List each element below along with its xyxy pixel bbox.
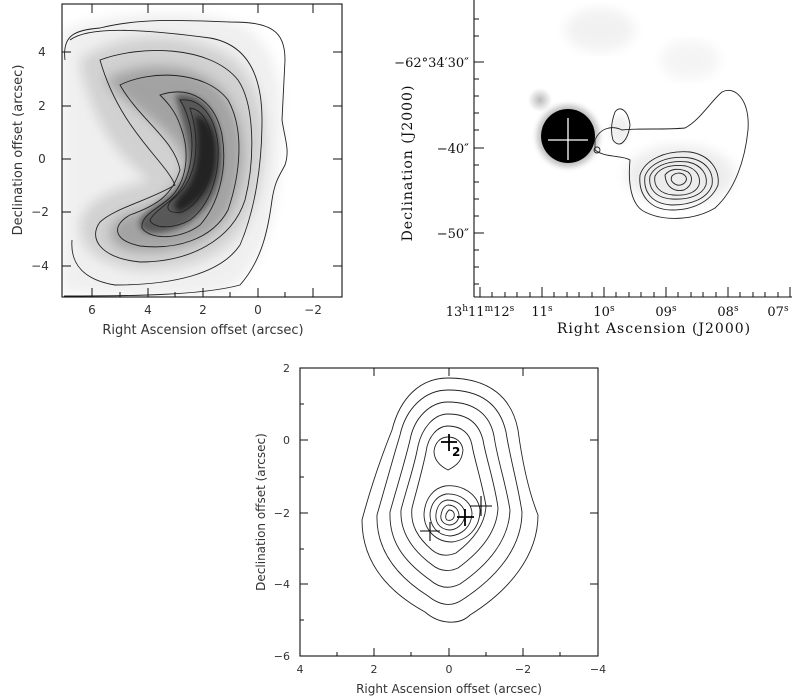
y-tick-label: −2 (274, 507, 290, 520)
x-tick-label: −2 (304, 303, 322, 317)
y-axis-ticks-bottom: 2 0 −2 −4 −6 (274, 362, 598, 663)
contours-bottom (361, 377, 539, 623)
y-tick-label: 4 (38, 45, 46, 59)
x-tick-label: 2 (371, 663, 378, 676)
contours-top-left (63, 19, 288, 297)
x-tick-label-first: 13h11m12s (446, 304, 515, 320)
y-tick-label: −62°34′30″ (394, 56, 469, 71)
x-tick-label: 09s (655, 304, 677, 320)
x-axis-label-top-right: Right Ascension (J2000) (557, 321, 751, 337)
y-axis-label-top-left: Declination offset (arcsec) (11, 65, 26, 236)
y-axis-label-top-right: Declination (J2000) (400, 85, 416, 242)
plot-frame-top-left (61, 3, 343, 298)
x-tick-label: 2 (199, 303, 207, 317)
x-tick-label: 10s (593, 304, 615, 320)
x-tick-label: −4 (590, 663, 606, 676)
y-axis-label-bottom: Declination offset (arcsec) (254, 433, 268, 591)
x-tick-label: 4 (297, 663, 304, 676)
x-axis-ticks-top-left: 6 4 2 0 −2 (88, 4, 322, 317)
source-markers-bottom: 2 (420, 434, 492, 541)
panel-top-right: −62°34′30″ −40″ −50″ 13h11m12s 11s 10s 0… (394, 0, 792, 337)
grayscale-image-top-left (62, 12, 283, 296)
grayscale-image-top-right (528, 8, 735, 205)
panel-bottom: 2 4 2 0 −2 −4 (254, 362, 606, 696)
x-axis-label-top-left: Right Ascension offset (arcsec) (102, 323, 303, 338)
y-tick-label: −6 (274, 650, 290, 663)
x-axis-ticks-top-right: 13h11m12s 11s 10s 09s 08s 07s (446, 287, 791, 320)
x-tick-label: 08s (717, 304, 739, 320)
y-axis-ticks-top-left: 4 2 0 −2 −4 (31, 45, 342, 273)
source-marker-label: 2 (452, 445, 460, 459)
x-tick-label: 6 (88, 303, 96, 317)
y-tick-label: 0 (283, 434, 290, 447)
x-tick-label: 0 (446, 663, 453, 676)
y-axis-ticks-top-right: −62°34′30″ −40″ −50″ (394, 18, 484, 285)
y-tick-label: 2 (38, 99, 46, 113)
y-tick-label: −4 (274, 578, 290, 591)
y-tick-label: −50″ (437, 227, 469, 242)
x-tick-label: 07s (767, 304, 789, 320)
x-tick-label: 0 (254, 303, 262, 317)
x-tick-label: 11s (531, 304, 553, 320)
contours-top-right (593, 90, 749, 219)
y-tick-label: −40″ (437, 142, 469, 157)
plot-frame-top-right (473, 0, 792, 298)
panel-top-left: 6 4 2 0 −2 4 2 0 −2 −4 Right Ascension o… (11, 3, 343, 338)
y-tick-label: 2 (283, 362, 290, 375)
y-tick-label: 0 (38, 152, 46, 166)
y-tick-label: −2 (31, 205, 49, 219)
y-tick-label: −4 (31, 259, 49, 273)
x-axis-ticks-bottom: 4 2 0 −2 −4 (297, 368, 606, 676)
x-tick-label: −2 (515, 663, 531, 676)
x-tick-label: 4 (144, 303, 152, 317)
x-axis-label-bottom: Right Ascension offset (arcsec) (356, 682, 542, 696)
plot-frame-bottom (299, 367, 599, 657)
